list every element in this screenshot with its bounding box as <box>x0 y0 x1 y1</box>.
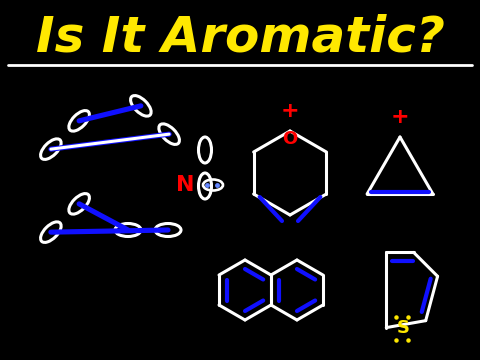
Text: +: + <box>391 107 409 127</box>
Text: +: + <box>281 101 300 121</box>
Text: S: S <box>396 319 409 337</box>
Text: O: O <box>282 130 298 148</box>
Text: Is It Aromatic?: Is It Aromatic? <box>36 14 444 62</box>
Text: N: N <box>176 175 194 195</box>
